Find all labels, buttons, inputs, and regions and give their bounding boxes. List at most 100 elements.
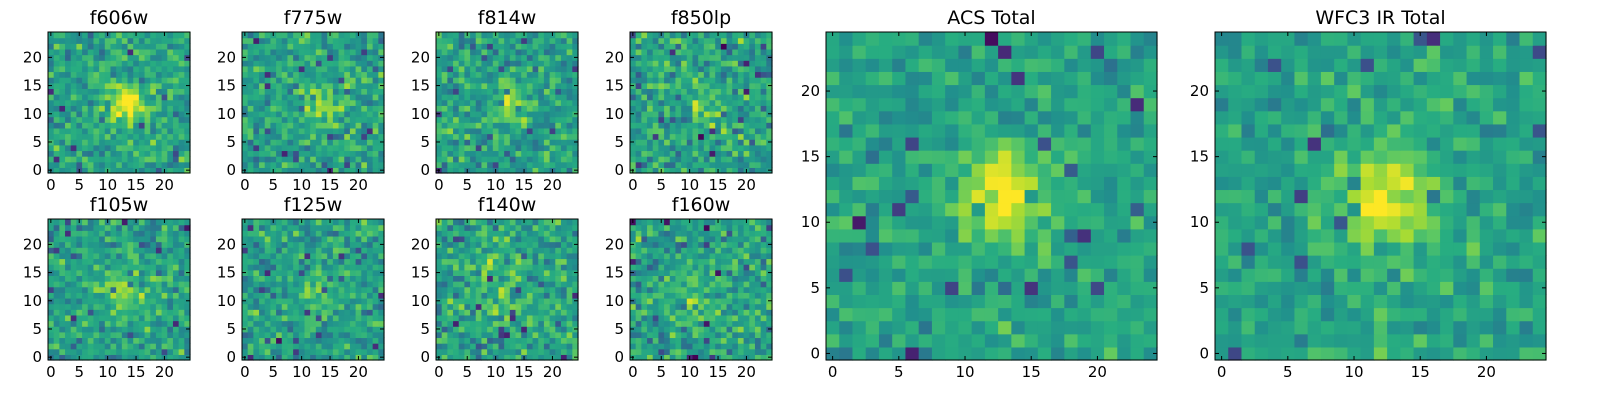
heatmap-cell bbox=[692, 82, 699, 89]
heatmap-cell bbox=[76, 326, 83, 333]
heatmap-cell bbox=[509, 105, 517, 112]
heatmap-cell bbox=[110, 37, 117, 44]
heatmap-cell bbox=[247, 161, 254, 168]
heatmap-cell bbox=[155, 54, 163, 61]
heatmap-cell bbox=[247, 303, 254, 310]
heatmap-cell bbox=[447, 77, 454, 84]
heatmap-cell bbox=[555, 71, 562, 78]
heatmap-cell bbox=[635, 281, 642, 288]
heatmap-cell bbox=[172, 116, 180, 123]
heatmap-cell bbox=[310, 139, 317, 146]
heatmap-cell bbox=[504, 88, 511, 95]
heatmap-cell bbox=[355, 297, 362, 305]
heatmap-cell bbox=[647, 60, 654, 67]
heatmap-cell bbox=[475, 269, 483, 276]
heatmap-cell bbox=[349, 65, 357, 73]
heatmap-cell bbox=[475, 156, 483, 163]
heatmap-cell bbox=[161, 161, 168, 168]
heatmap-cell bbox=[635, 331, 642, 339]
heatmap-cell bbox=[298, 269, 306, 276]
heatmap-cell bbox=[453, 303, 460, 310]
heatmap-cell bbox=[82, 65, 89, 73]
heatmap-cell bbox=[760, 94, 767, 101]
heatmap-cell bbox=[87, 230, 95, 237]
heatmap-cell bbox=[760, 48, 767, 56]
heatmap-cell bbox=[372, 71, 379, 78]
heatmap-cell bbox=[332, 60, 340, 67]
heatmap-cell bbox=[635, 127, 642, 135]
heatmap-cell bbox=[521, 281, 528, 288]
heatmap-cell bbox=[167, 314, 174, 322]
heatmap-cell bbox=[315, 235, 323, 243]
heatmap-cell bbox=[178, 110, 185, 118]
x-tick-label: 15 bbox=[320, 176, 339, 194]
heatmap-cell bbox=[453, 348, 460, 355]
x-tick-label: 15 bbox=[514, 363, 533, 381]
heatmap-cell bbox=[754, 77, 762, 84]
heatmap-cell bbox=[715, 309, 722, 316]
heatmap-cell bbox=[144, 82, 151, 89]
heatmap-cell bbox=[658, 127, 665, 135]
heatmap-cell bbox=[686, 122, 694, 129]
heatmap-cell bbox=[458, 309, 465, 316]
heatmap-cell bbox=[715, 292, 722, 299]
heatmap-cell bbox=[281, 297, 289, 305]
heatmap-cell bbox=[630, 94, 637, 101]
heatmap-cell bbox=[270, 252, 277, 260]
heatmap-cell bbox=[178, 88, 185, 95]
heatmap-cell bbox=[538, 161, 545, 168]
heatmap-cell bbox=[349, 247, 357, 254]
heatmap-cell bbox=[572, 258, 579, 265]
heatmap-cell bbox=[692, 286, 699, 293]
heatmap-cell bbox=[754, 71, 762, 78]
heatmap-cell bbox=[543, 252, 551, 260]
heatmap-cell bbox=[59, 331, 66, 339]
heatmap-cell bbox=[259, 275, 266, 282]
heatmap-cell bbox=[504, 133, 511, 140]
heatmap-cell bbox=[321, 269, 328, 276]
heatmap-cell bbox=[48, 88, 55, 95]
heatmap-cell bbox=[526, 292, 534, 299]
heatmap-cell bbox=[560, 320, 568, 327]
heatmap-cell bbox=[247, 219, 254, 226]
heatmap-cell bbox=[155, 314, 163, 322]
heatmap-cell bbox=[65, 292, 72, 299]
heatmap-cell bbox=[647, 94, 654, 101]
heatmap-cell bbox=[709, 343, 716, 350]
heatmap-cell bbox=[298, 264, 306, 271]
heatmap-cell bbox=[681, 167, 688, 174]
heatmap-cell bbox=[754, 43, 762, 50]
heatmap-cell bbox=[487, 37, 494, 44]
heatmap-cell bbox=[184, 116, 191, 123]
heatmap-cell bbox=[167, 167, 174, 174]
heatmap-cell bbox=[453, 127, 460, 135]
heatmap-cell bbox=[293, 331, 300, 339]
heatmap-cell bbox=[121, 264, 129, 271]
heatmap-cell bbox=[167, 48, 174, 56]
heatmap-cell bbox=[155, 32, 163, 39]
heatmap-cell bbox=[178, 167, 185, 174]
heatmap-cell bbox=[492, 110, 500, 118]
heatmap-cell bbox=[76, 269, 83, 276]
heatmap-cell bbox=[560, 32, 568, 39]
heatmap-cell bbox=[264, 43, 271, 50]
heatmap-cell bbox=[538, 116, 545, 123]
heatmap-cell bbox=[366, 297, 374, 305]
heatmap-cell bbox=[720, 122, 728, 129]
heatmap-cell bbox=[372, 247, 379, 254]
heatmap-cell bbox=[686, 110, 694, 118]
heatmap-cell bbox=[281, 139, 289, 146]
heatmap-cell bbox=[93, 122, 100, 129]
heatmap-cell bbox=[737, 281, 745, 288]
heatmap-cell bbox=[287, 77, 294, 84]
heatmap-cell bbox=[492, 331, 500, 339]
heatmap-cell bbox=[720, 43, 728, 50]
heatmap-cell bbox=[104, 144, 112, 152]
heatmap-cell bbox=[504, 241, 511, 248]
heatmap-cell bbox=[304, 343, 311, 350]
heatmap-cell bbox=[441, 348, 448, 355]
heatmap-cell bbox=[754, 150, 762, 157]
heatmap-cell bbox=[65, 110, 72, 118]
heatmap-cell bbox=[732, 122, 739, 129]
